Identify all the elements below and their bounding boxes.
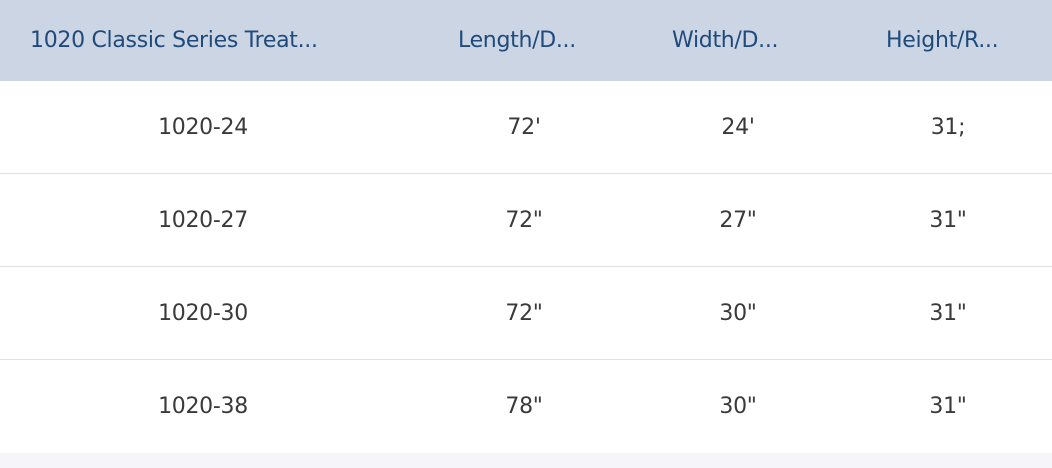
cell-height: 31" [929, 300, 967, 326]
column-header-length[interactable]: Length/D... [458, 28, 576, 53]
table-row: 1020-30 72" 30" 31" [0, 267, 1052, 360]
cell-width: 27" [719, 207, 757, 233]
table-row: 1020-24 72' 24' 31; [0, 81, 1052, 174]
table-row: 1020-38 78" 30" 31" [0, 360, 1052, 453]
cell-model: 1020-27 [158, 207, 248, 233]
cell-height: 31" [929, 207, 967, 233]
column-header-height[interactable]: Height/R... [886, 28, 999, 53]
column-header-model[interactable]: 1020 Classic Series Treat... [30, 28, 318, 53]
table-row: 1020-27 72" 27" 31" [0, 174, 1052, 267]
cell-length: 72' [507, 114, 541, 140]
cell-width: 30" [719, 300, 757, 326]
cell-height: 31; [930, 114, 966, 140]
cell-length: 78" [505, 394, 543, 419]
cell-height: 31" [929, 394, 967, 419]
table-header: 1020 Classic Series Treat... Length/D...… [0, 0, 1052, 81]
column-header-width[interactable]: Width/D... [672, 28, 779, 53]
cell-model: 1020-30 [158, 300, 248, 326]
cell-width: 30" [719, 394, 757, 419]
specs-table: 1020 Classic Series Treat... Length/D...… [0, 0, 1052, 453]
cell-model: 1020-38 [158, 394, 248, 419]
cell-model: 1020-24 [158, 114, 248, 140]
cell-length: 72" [505, 207, 543, 233]
cell-length: 72" [505, 300, 543, 326]
cell-width: 24' [721, 114, 755, 140]
